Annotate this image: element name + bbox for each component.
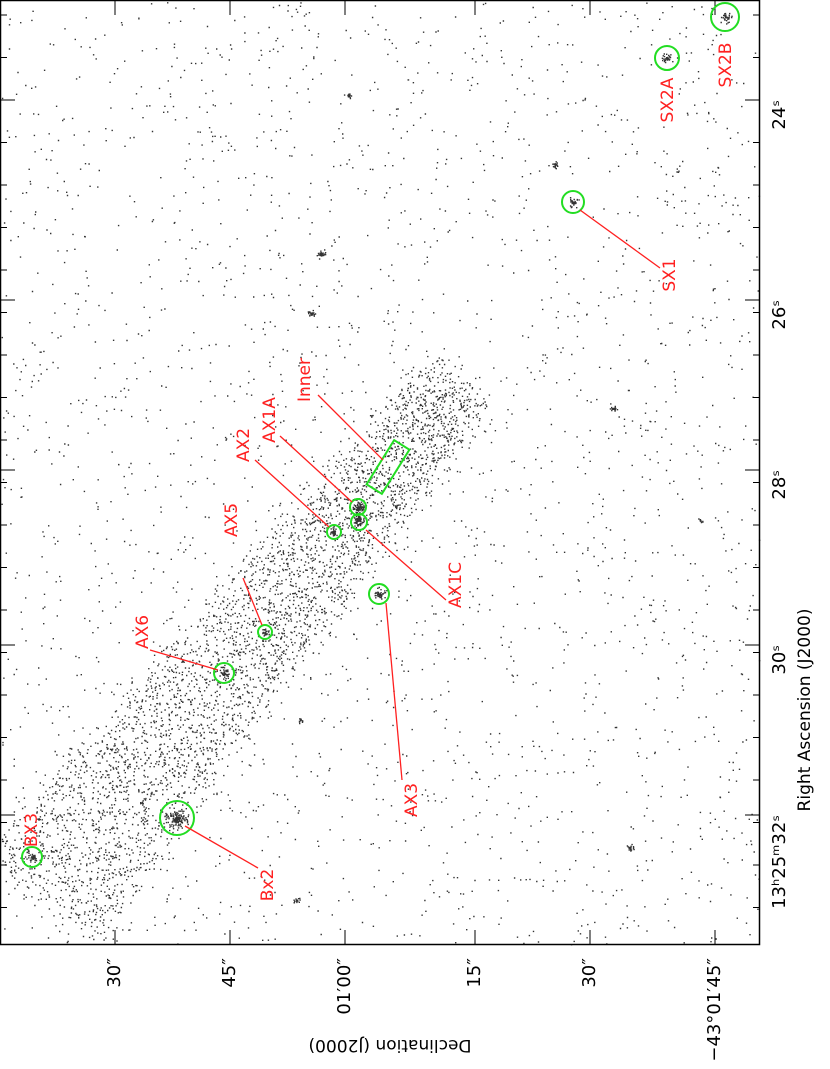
dec-tick-label: 30″ bbox=[579, 958, 600, 988]
dec-tick-label: 15″ bbox=[464, 958, 485, 988]
dec-tick-label: −43°01′45″ bbox=[704, 958, 725, 1062]
dec-tick-label: 01′00″ bbox=[334, 958, 355, 1015]
dec-tick-label: 30″ bbox=[104, 958, 125, 988]
ra-axis-label: Right Ascension (J2000) bbox=[795, 609, 815, 812]
ra-tick-label: 28ˢ bbox=[769, 470, 790, 500]
leader-line bbox=[579, 209, 661, 269]
dec-axis-label: Declination (J2000) bbox=[308, 1035, 471, 1055]
region-circle bbox=[213, 662, 235, 684]
region-circle bbox=[654, 45, 680, 71]
region-circle bbox=[326, 524, 342, 540]
region-label: AX1A bbox=[260, 397, 280, 443]
region-label: AX5 bbox=[222, 503, 242, 537]
leader-line bbox=[242, 577, 263, 626]
region-circle bbox=[159, 800, 195, 836]
leader-line bbox=[184, 825, 259, 869]
frame bbox=[0, 0, 761, 946]
leader-line bbox=[149, 649, 219, 671]
region-label: SX1 bbox=[660, 258, 680, 291]
region-circle bbox=[21, 846, 43, 868]
region-circle bbox=[561, 190, 585, 214]
region-label: SX2A bbox=[658, 77, 678, 122]
ra-tick-label: 24ˢ bbox=[769, 100, 790, 130]
leader-line bbox=[254, 459, 330, 528]
region-circle bbox=[257, 624, 273, 640]
region-label: AX6 bbox=[133, 615, 153, 649]
region-label: Inner bbox=[295, 358, 315, 402]
region-circle bbox=[368, 583, 390, 605]
region-label: AX2 bbox=[234, 428, 254, 462]
region-box bbox=[365, 438, 411, 496]
leader-line bbox=[279, 435, 353, 503]
region-label: SX2B bbox=[716, 43, 736, 88]
dec-tick-label: 45″ bbox=[219, 958, 240, 988]
region-label: AX3 bbox=[402, 783, 422, 817]
leader-line bbox=[317, 394, 384, 461]
ra-tick-label: 26ˢ bbox=[769, 300, 790, 330]
region-circle bbox=[350, 513, 368, 531]
frame-ticks bbox=[0, 0, 760, 945]
ra-tick-label: 30ˢ bbox=[769, 645, 790, 675]
region-label: Bx2 bbox=[258, 869, 278, 902]
leader-line bbox=[365, 529, 447, 601]
leader-line bbox=[385, 602, 403, 781]
region-label: BX3 bbox=[22, 813, 42, 847]
ra-tick-label: 13ʰ25ᵐ32ˢ bbox=[769, 815, 790, 909]
region-circle bbox=[710, 2, 740, 32]
region-label: AX1C bbox=[446, 562, 466, 608]
